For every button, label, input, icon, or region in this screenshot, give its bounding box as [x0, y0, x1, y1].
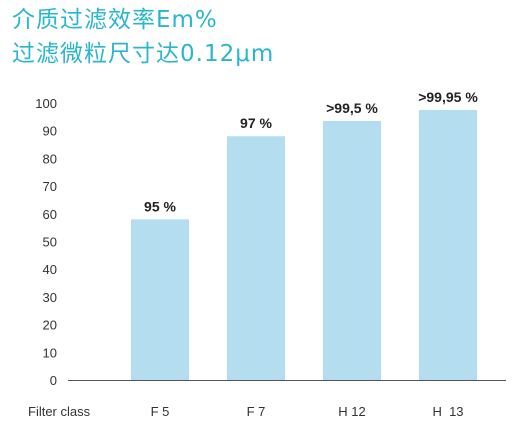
data-label: >99,95 % [418, 89, 478, 105]
data-label: 95 % [144, 198, 176, 214]
data-label: 97 % [240, 115, 272, 131]
x-tick-label: H 12 [338, 404, 365, 419]
chart-title-line-1: 介质过滤效率Em% [12, 7, 218, 33]
x-axis-title: Filter class [28, 404, 91, 419]
bar-0 [131, 219, 189, 380]
bar-1 [227, 136, 285, 380]
x-tick-label: F 7 [247, 404, 266, 419]
x-tick-label: H 13 [432, 404, 463, 419]
x-tick-label: F 5 [151, 404, 170, 419]
y-tick-label: 20 [43, 318, 57, 333]
y-tick-label: 50 [43, 235, 57, 250]
y-tick-label: 10 [43, 345, 57, 360]
y-tick-label: 60 [43, 207, 57, 222]
y-tick-label: 0 [50, 373, 57, 388]
y-tick-label: 40 [43, 262, 57, 277]
y-tick-label: 100 [35, 96, 57, 111]
bar-3 [419, 109, 477, 381]
y-tick-label: 70 [43, 179, 57, 194]
chart-title-line-2: 过滤微粒尺寸达0.12μm [12, 41, 275, 67]
y-tick-label: 90 [43, 124, 57, 139]
bar-2 [323, 121, 381, 380]
data-label: >99,5 % [326, 100, 378, 116]
y-tick-label: 80 [43, 151, 57, 166]
y-tick-label: 30 [43, 290, 57, 305]
